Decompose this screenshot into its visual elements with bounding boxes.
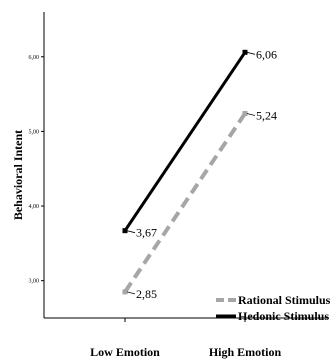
data-label: 2,85 [136, 287, 157, 301]
x-category-label: High Emotion [209, 345, 282, 359]
series-line [123, 51, 247, 232]
axes-layer: 3,00 4,00 5,00 6,00 Low Emotion High Emotion B… [11, 12, 329, 359]
series-line [123, 112, 247, 293]
data-label-leader [126, 291, 136, 295]
y-tick-label: 3,00 [29, 279, 40, 285]
legend-item-rational-stimulus: Rational Stimulus [216, 293, 331, 307]
data-label-leader [126, 230, 136, 234]
legend-label: Rational Stimulus [238, 293, 331, 307]
data-label-leader [246, 51, 256, 55]
y-tick-label: 4,00 [29, 204, 40, 210]
series-hedonic-stimulus: 3,67 6,06 [122, 47, 277, 240]
legend-item-hedonic-stimulus: Hedonic Stimulus [216, 309, 329, 323]
data-point-marker [122, 228, 128, 234]
data-point-marker [242, 111, 248, 117]
y-tick-label: 6,00 [29, 55, 40, 61]
data-point-marker [122, 289, 128, 295]
data-label-leader [246, 113, 256, 116]
data-label: 5,24 [256, 109, 277, 123]
y-axis-title: Behavioral Intent [11, 130, 25, 220]
x-category-label: Low Emotion [90, 345, 160, 359]
series-layer: 2,85 5,24 3,67 6,06 [122, 47, 277, 301]
data-point-marker [242, 49, 248, 55]
data-label: 3,67 [136, 226, 157, 240]
y-tick-label: 5,00 [29, 129, 40, 135]
legend-label: Hedonic Stimulus [238, 309, 329, 323]
data-label: 6,06 [256, 47, 277, 61]
legend: Rational Stimulus Hedonic Stimulus [216, 293, 331, 323]
series-rational-stimulus: 2,85 5,24 [122, 109, 277, 301]
